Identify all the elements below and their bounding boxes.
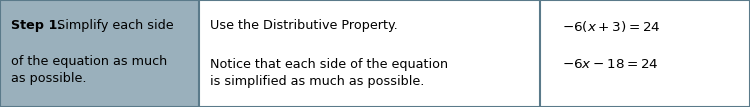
Text: Use the Distributive Property.: Use the Distributive Property.	[210, 19, 398, 32]
Text: of the equation as much
as possible.: of the equation as much as possible.	[11, 55, 167, 85]
Bar	[540, 0, 750, 107]
Text: $-6x - 18 = 24$: $-6x - 18 = 24$	[562, 58, 659, 71]
Bar	[0, 0, 199, 107]
Text: Simplify each side: Simplify each side	[53, 19, 173, 32]
Text: Notice that each side of the equation
is simplified as much as possible.: Notice that each side of the equation is…	[210, 58, 448, 88]
Text: Step 1.: Step 1.	[11, 19, 62, 32]
Bar	[199, 0, 540, 107]
Text: $-6(x + 3) = 24$: $-6(x + 3) = 24$	[562, 19, 661, 34]
